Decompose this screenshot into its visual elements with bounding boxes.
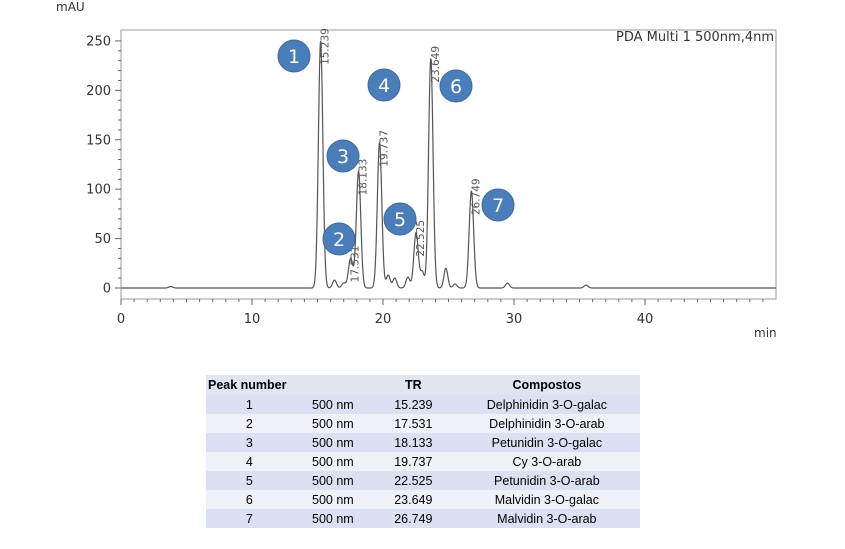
plot-frame [120, 29, 777, 300]
peak-badge-number: 5 [394, 209, 406, 231]
cell-peak-number: 3 [206, 433, 293, 452]
header-compostos: Compostos [453, 375, 640, 395]
cell-compound: Cy 3-O-arab [453, 452, 640, 471]
table-row: 2 500 nm 17.531 Delphinidin 3-O-arab [206, 414, 640, 433]
peak-rt-label: 26.749 [470, 178, 482, 215]
cell-wavelength: 500 nm [292, 433, 373, 452]
chart-title: PDA Multi 1 500nm,4nm [616, 30, 774, 45]
header-peak-number: Peak number [206, 375, 293, 395]
cell-compound: Malvidin 3-O-galac [453, 490, 640, 509]
peak-labels: 15.239 17.531 18.133 19.737 22.525 23.649 26.7… [320, 28, 483, 282]
peak-badge-number: 2 [333, 229, 345, 251]
cell-wavelength: 500 nm [292, 414, 373, 433]
y-tick-label: 250 [86, 34, 111, 49]
x-tick-label: 40 [637, 312, 654, 327]
x-axis-unit: min [754, 326, 777, 340]
peak-badge-circle [481, 188, 515, 222]
cell-tr: 15.239 [372, 395, 454, 414]
peak-badge-circle [439, 69, 473, 103]
cell-wavelength: 500 nm [292, 490, 373, 509]
peak-table: Peak number TR Compostos 1 500 nm 15.239… [206, 375, 640, 528]
peak-badge-number: 7 [492, 195, 504, 217]
peak-badge-circle [277, 39, 311, 73]
chromatogram-trace [121, 40, 776, 289]
y-tick-label: 50 [94, 232, 111, 247]
table-row: 1 500 nm 15.239 Delphinidin 3-O-galac [206, 395, 640, 414]
cell-peak-number: 6 [206, 490, 293, 509]
cell-peak-number: 1 [206, 395, 293, 414]
peak-badge-circle [326, 139, 360, 173]
peak-badge-number: 1 [288, 46, 300, 68]
peak-badge-circle [367, 68, 401, 102]
cell-wavelength: 500 nm [292, 509, 373, 528]
y-tick-label: 100 [86, 183, 111, 198]
cell-compound: Malvidin 3-O-arab [453, 509, 640, 528]
x-tick-label: 20 [375, 312, 392, 327]
y-axis-unit: mAU [56, 0, 85, 14]
cell-tr: 22.525 [372, 471, 454, 490]
header-tr: TR [372, 375, 454, 395]
y-axis: 0 50 100 150 200 250 [86, 34, 121, 297]
peak-rt-label: 23.649 [430, 46, 442, 83]
table-row: 3 500 nm 18.133 Petunidin 3-O-galac [206, 433, 640, 452]
peak-rt-label: 18.133 [358, 159, 370, 196]
cell-wavelength: 500 nm [292, 452, 373, 471]
peak-rt-label: 19.737 [379, 130, 391, 167]
cell-tr: 17.531 [372, 414, 454, 433]
x-tick-label: 30 [506, 312, 523, 327]
peak-rt-label: 15.239 [320, 28, 332, 65]
peak-badge-number: 4 [378, 75, 390, 97]
peak-rt-label: 17.531 [350, 246, 362, 283]
table-row: 4 500 nm 19.737 Cy 3-O-arab [206, 452, 640, 471]
x-tick-label: 0 [117, 312, 125, 327]
header-wavelength [292, 375, 373, 395]
x-tick-label: 10 [244, 312, 261, 327]
cell-compound: Delphinidin 3-O-arab [453, 414, 640, 433]
peak-badge-circle [383, 202, 417, 236]
table-header-row: Peak number TR Compostos [206, 375, 640, 395]
peak-rt-label: 22.525 [415, 220, 427, 257]
cell-compound: Delphinidin 3-O-galac [453, 395, 640, 414]
chromatogram-chart: mAU min PDA Multi 1 500nm,4nm 0501001502… [56, 0, 777, 340]
cell-peak-number: 7 [206, 509, 293, 528]
y-tick-label: 0 [103, 282, 111, 297]
cell-peak-number: 4 [206, 452, 293, 471]
cell-peak-number: 5 [206, 471, 293, 490]
table-row: 7 500 nm 26.749 Malvidin 3-O-arab [206, 509, 640, 528]
y-tick-label: 150 [86, 133, 111, 148]
cell-compound: Petunidin 3-O-galac [453, 433, 640, 452]
cell-wavelength: 500 nm [292, 395, 373, 414]
cell-compound: Petunidin 3-O-arab [453, 471, 640, 490]
table-row: 5 500 nm 22.525 Petunidin 3-O-arab [206, 471, 640, 490]
cell-tr: 26.749 [372, 509, 454, 528]
y-tick-label: 200 [86, 84, 111, 99]
cell-wavelength: 500 nm [292, 471, 373, 490]
cell-tr: 23.649 [372, 490, 454, 509]
peak-badge-number: 3 [337, 146, 349, 168]
peak-number-badges: 1 2 3 4 5 6 7 [277, 39, 515, 256]
peak-badge-number: 6 [450, 76, 462, 98]
cell-tr: 19.737 [372, 452, 454, 471]
table-row: 6 500 nm 23.649 Malvidin 3-O-galac [206, 490, 640, 509]
cell-peak-number: 2 [206, 414, 293, 433]
x-axis: 0 10 20 30 40 [117, 299, 764, 327]
cell-tr: 18.133 [372, 433, 454, 452]
peak-badge-circle [322, 222, 356, 256]
